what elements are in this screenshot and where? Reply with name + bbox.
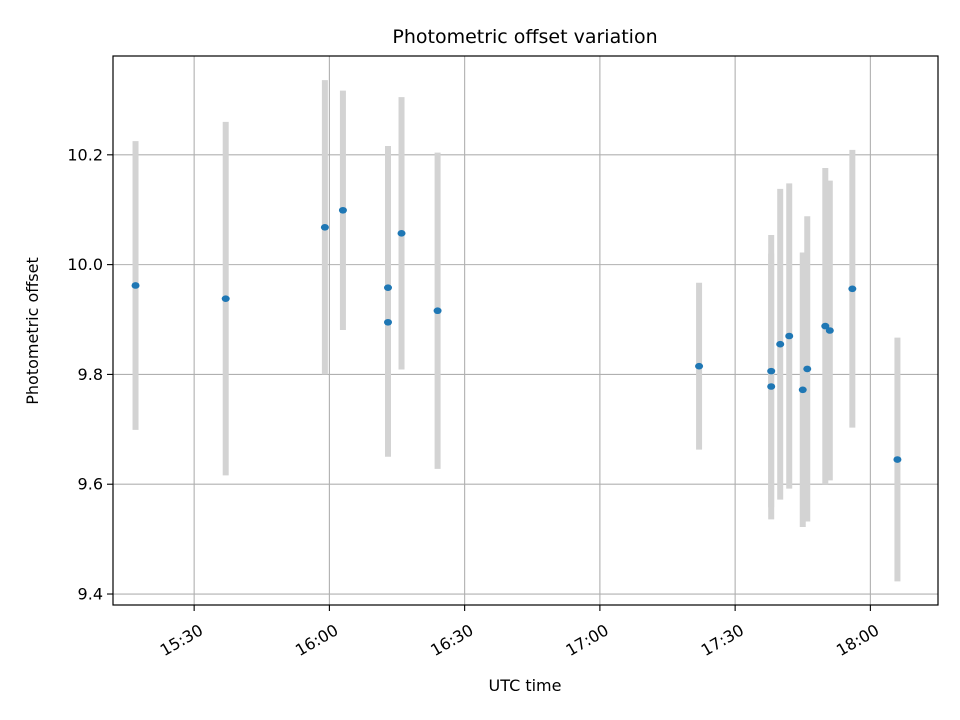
y-axis-ticks: 9.4 9.6 9.8 10.0 10.2	[67, 145, 113, 604]
data-point	[821, 322, 830, 330]
data-points	[131, 206, 902, 463]
data-point	[803, 365, 812, 373]
data-point	[893, 456, 902, 463]
x-axis-label: UTC time	[489, 676, 562, 695]
data-point	[397, 230, 406, 237]
data-point	[848, 285, 857, 293]
data-point	[433, 307, 442, 315]
chart-title: Photometric offset variation	[392, 26, 657, 48]
data-point	[695, 362, 704, 370]
data-point	[825, 327, 834, 334]
data-point	[767, 367, 776, 375]
y-tick-label: 10.2	[67, 145, 103, 164]
data-point	[384, 318, 392, 326]
y-axis-label: Photometric offset	[23, 257, 42, 405]
data-point	[785, 332, 794, 340]
data-point	[221, 295, 230, 302]
y-tick-label: 9.8	[78, 365, 103, 384]
data-point	[776, 340, 785, 348]
data-point	[384, 284, 392, 291]
y-tick-label: 10.0	[67, 255, 103, 274]
axes-frame	[112, 55, 939, 606]
y-tick-label: 9.6	[78, 475, 103, 494]
y-tick-label: 9.4	[78, 585, 103, 604]
data-point	[767, 383, 776, 390]
data-point	[798, 386, 807, 394]
data-point	[320, 223, 329, 231]
plot-area	[113, 56, 938, 605]
data-point	[338, 206, 347, 214]
data-point	[131, 282, 140, 289]
